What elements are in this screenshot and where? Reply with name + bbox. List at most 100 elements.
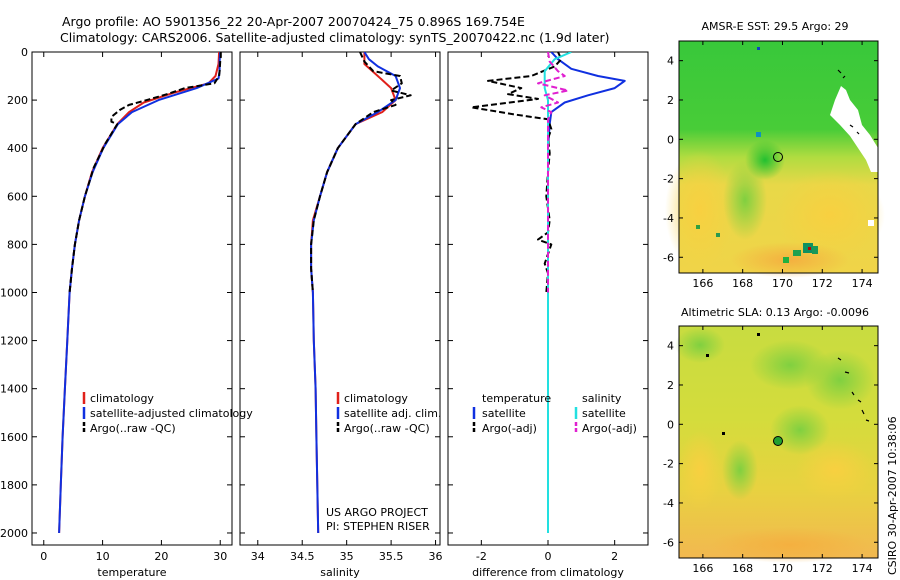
x-tick-label: 36 <box>429 550 443 563</box>
legend-label-argo: Argo(..raw -QC) <box>90 422 176 435</box>
temperature-ticks: 0 10 20 30 0 200 400 600 800 1000 1200 1400 1600 1800… <box>0 46 232 563</box>
sla-map-title: Altimetric SLA: 0.13 Argo: -0.0096 <box>681 306 869 319</box>
x-tick-label: 30 <box>213 550 227 563</box>
sst-map-title: AMSR-E SST: 29.5 Argo: 29 <box>701 20 848 33</box>
series-climatology <box>310 52 397 534</box>
sst-missing-data-region <box>830 86 878 172</box>
y-tick-label: 0 <box>21 46 28 59</box>
temperature-axes-frame <box>31 51 233 546</box>
temperature-legend: climatology satellite-adjusted climatolo… <box>82 392 253 435</box>
series-satellite-adjusted-climatology <box>58 52 222 534</box>
map-x-tick-label: 172 <box>812 277 833 290</box>
map-y-tick-label: 0 <box>667 418 674 431</box>
sla-map-panel: Altimetric SLA: 0.13 Argo: -0.0096 166 16… <box>663 306 879 575</box>
x-tick-label: -2 <box>476 550 487 563</box>
salinity-ticks: 34 34.5 35 35.5 36 <box>240 51 443 563</box>
difference-xlabel: difference from climatology <box>472 566 624 579</box>
figure-title-line2: Climatology: CARS2006. Satellite-adjuste… <box>60 30 610 45</box>
salinity-axes-frame <box>239 51 441 546</box>
y-tick-label: 1400 <box>0 383 28 396</box>
y-tick-label: 200 <box>7 94 28 107</box>
credit-project: US ARGO PROJECT <box>326 506 428 519</box>
series-satellite-adj-clim- <box>310 52 401 534</box>
map-y-tick-label: 0 <box>667 133 674 146</box>
sla-map-frame <box>678 325 879 559</box>
map-y-tick-label: 2 <box>667 94 674 107</box>
x-tick-label: 35 <box>340 550 354 563</box>
salinity-panel: 34 34.5 35 35.5 36 salinity climatology sate… <box>239 51 443 579</box>
credit-pi: PI: STEPHEN RISER <box>326 520 430 533</box>
salinity-xlabel: salinity <box>320 566 360 579</box>
legend-label-satellite: satellite adj. clim. <box>344 407 441 420</box>
map-x-tick-label: 166 <box>692 562 713 575</box>
series-argo-raw-qc- <box>68 52 222 293</box>
legend-label-sal-satellite: satellite <box>582 407 626 420</box>
x-tick-label: 2 <box>611 550 618 563</box>
y-tick-label: 800 <box>7 238 28 251</box>
x-tick-label: 34.5 <box>290 550 315 563</box>
legend-label-sal-argo: Argo(-adj) <box>582 422 637 435</box>
map-x-tick-label: 174 <box>852 562 873 575</box>
difference-panel: -2 0 2 difference from climatology tempera… <box>447 51 649 579</box>
legend-label-climatology: climatology <box>90 392 154 405</box>
map-x-tick-label: 172 <box>812 562 833 575</box>
salinity-series <box>310 52 412 534</box>
sst-map-field <box>665 41 885 278</box>
map-y-tick-label: -6 <box>663 251 674 264</box>
map-x-tick-label: 170 <box>772 562 793 575</box>
legend-label-argo: Argo(..raw -QC) <box>344 422 430 435</box>
series-temperature-argo-adj- <box>470 52 563 293</box>
sst-map-panel: AMSR-E SST: 29.5 Argo: 29 166 168 170 172 17… <box>663 20 885 290</box>
map-y-tick-label: -4 <box>663 497 674 510</box>
temperature-panel: 0 10 20 30 0 200 400 600 800 1000 1200 1400 1600 1800… <box>0 46 253 579</box>
legend-label-climatology: climatology <box>344 392 408 405</box>
y-tick-label: 1800 <box>0 479 28 492</box>
credit-stamp: CSIRO 30-Apr-2007 10:38:06 <box>886 416 899 575</box>
map-y-tick-label: -6 <box>663 536 674 549</box>
y-tick-label: 400 <box>7 142 28 155</box>
x-tick-label: 10 <box>96 550 110 563</box>
map-y-tick-label: -4 <box>663 212 674 225</box>
map-x-tick-label: 174 <box>852 277 873 290</box>
sla-map-field <box>675 326 878 563</box>
map-y-tick-label: 4 <box>667 340 674 353</box>
map-y-tick-label: -2 <box>663 173 674 186</box>
map-y-tick-label: 2 <box>667 379 674 392</box>
temperature-xlabel: temperature <box>97 566 166 579</box>
map-x-tick-label: 168 <box>732 562 753 575</box>
map-x-tick-label: 168 <box>732 277 753 290</box>
difference-ticks: -2 0 2 <box>448 51 648 563</box>
sst-map-ticks: 166 168 170 172 174 -6 -4 -2 0 2 4 <box>663 41 878 290</box>
sst-map-frame <box>678 40 879 274</box>
x-tick-label: 20 <box>154 550 168 563</box>
series-salinity-argo-adj- <box>537 52 569 293</box>
x-tick-label: 0 <box>40 550 47 563</box>
salinity-legend: climatology satellite adj. clim. Argo(..… <box>336 392 441 435</box>
y-tick-label: 1200 <box>0 335 28 348</box>
difference-legend: temperature satellite Argo(-adj) salinit… <box>472 392 637 435</box>
figure-title-line1: Argo profile: AO 5901356_22 20-Apr-2007 … <box>62 14 525 29</box>
y-tick-label: 1600 <box>0 431 28 444</box>
map-x-tick-label: 166 <box>692 277 713 290</box>
legend-header-temperature: temperature <box>482 392 551 405</box>
x-tick-label: 35.5 <box>379 550 404 563</box>
x-tick-label: 34 <box>251 550 265 563</box>
temperature-series <box>58 52 222 534</box>
x-tick-label: 0 <box>545 550 552 563</box>
sla-map-ticks: 166 168 170 172 174 -6 -4 -2 0 2 4 <box>663 326 878 575</box>
map-x-tick-label: 170 <box>772 277 793 290</box>
sla-argo-profile-marker <box>773 436 783 446</box>
map-y-tick-label: -2 <box>663 458 674 471</box>
legend-label-satellite: satellite-adjusted climatology <box>90 407 253 420</box>
difference-series <box>470 52 626 533</box>
legend-header-salinity: salinity <box>582 392 622 405</box>
y-tick-label: 1000 <box>0 286 28 299</box>
legend-label-temp-argo: Argo(-adj) <box>482 422 537 435</box>
sst-argo-profile-marker <box>773 152 783 162</box>
series-temperature-satellite <box>547 52 626 533</box>
legend-label-temp-satellite: satellite <box>482 407 526 420</box>
map-y-tick-label: 4 <box>667 55 674 68</box>
y-tick-label: 2000 <box>0 527 28 540</box>
sst-contour-specks <box>837 69 860 135</box>
